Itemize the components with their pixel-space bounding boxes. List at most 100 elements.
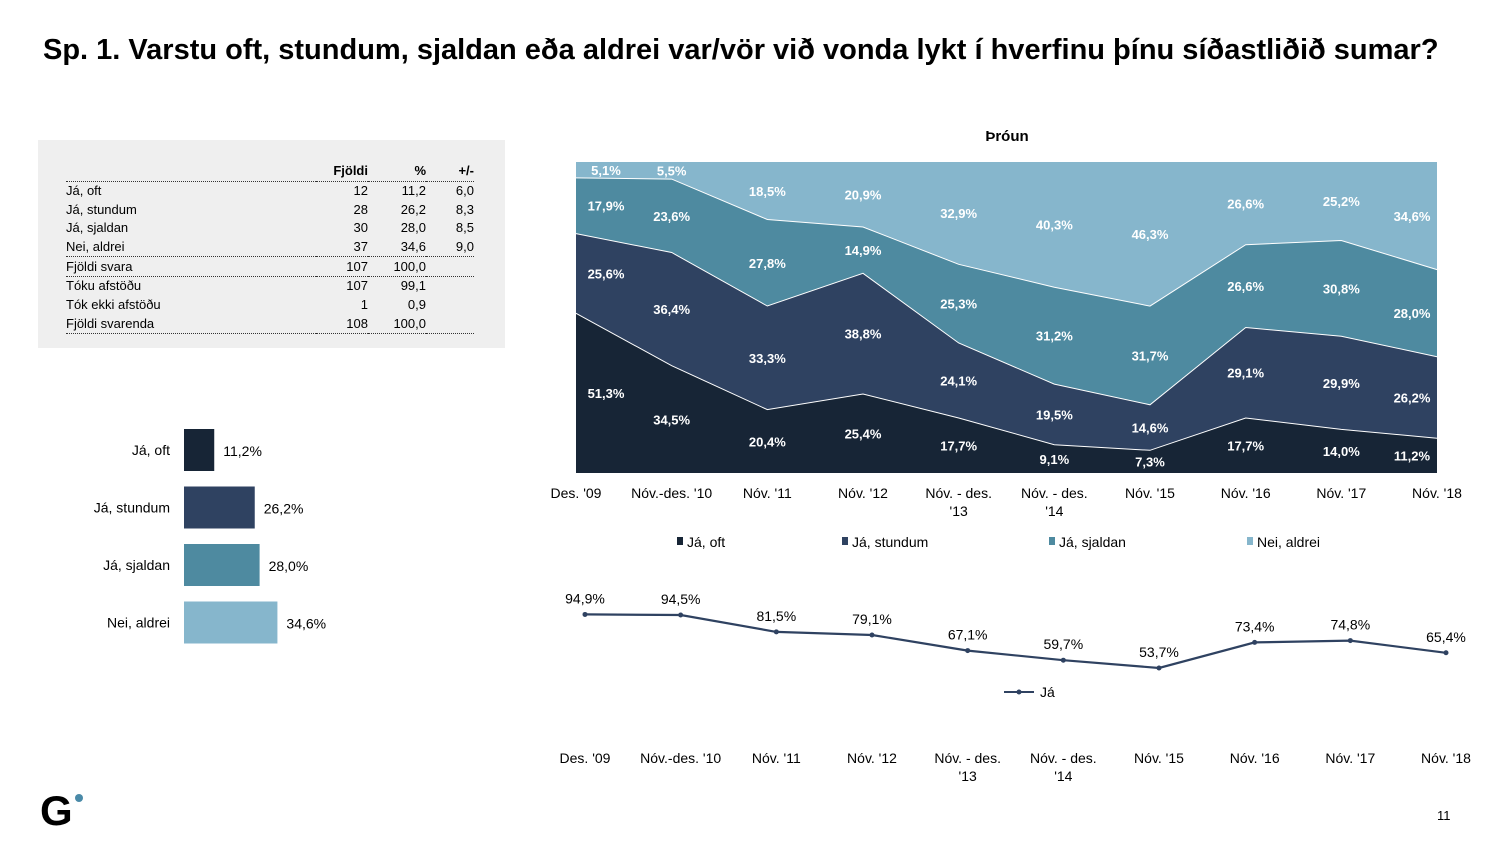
bar-category-label: Já, stundum: [94, 500, 170, 516]
line-x-tick-label: Nóv. - des. '14: [1030, 750, 1097, 784]
area-data-label: 14,0%: [1323, 444, 1360, 459]
area-data-label: 30,8%: [1323, 281, 1360, 296]
area-data-label: 14,6%: [1132, 421, 1169, 436]
legend-swatch: [1049, 537, 1055, 545]
area-data-label: 7,3%: [1135, 455, 1165, 470]
area-data-label: 25,4%: [845, 427, 882, 442]
table-cell: [426, 314, 474, 335]
line-legend-marker: [1016, 689, 1022, 695]
table-cell: 100,0: [368, 314, 426, 335]
table-cell: 108: [316, 314, 368, 335]
table-header-cell: %: [368, 162, 426, 182]
table-row: Tóku afstöðu 107 99,1: [66, 277, 474, 296]
area-x-tick-label: Nóv. '12: [838, 485, 888, 501]
table-cell: Nei, aldrei: [66, 237, 316, 258]
legend-label: Nei, aldrei: [1257, 534, 1320, 550]
bar-value-label: 11,2%: [223, 443, 262, 459]
line-x-tick-label: Nóv. - des. '13: [934, 750, 1001, 784]
bar-category-label: Já, sjaldan: [103, 557, 170, 573]
table-cell: Já, oft: [66, 183, 102, 199]
brand-logo-dot: [75, 794, 83, 802]
line-point: [1060, 657, 1066, 663]
area-x-tick-label: Nóv. '18: [1412, 485, 1462, 501]
line-x-tick-label: Nóv. '11: [752, 750, 801, 766]
table-cell: Tók ekki afstöðu: [66, 297, 161, 313]
area-data-label: 27,8%: [749, 256, 786, 271]
bar-value-label: 28,0%: [269, 558, 309, 574]
area-data-label: 28,0%: [1394, 306, 1431, 321]
area-data-label: 34,5%: [653, 412, 690, 427]
area-boundary-line: [575, 177, 1438, 307]
legend-label: Já, stundum: [852, 534, 928, 550]
table-cell: 107: [346, 278, 368, 294]
line-x-tick-label: Nóv. '18: [1421, 750, 1471, 766]
bar-value-label: 34,6%: [286, 616, 326, 632]
bar-1: [184, 486, 255, 529]
table-row: Já, stundum 28 26,2 8,3: [66, 200, 474, 219]
bar-category-label: Já, oft: [132, 442, 170, 458]
area-data-label: 20,4%: [749, 434, 786, 449]
line-data-label: 94,5%: [661, 591, 701, 607]
line-x-tick-label: Des. '09: [560, 750, 611, 766]
area-x-tick-label: Nóv. '16: [1221, 485, 1271, 501]
bar-value-label: 26,2%: [264, 501, 304, 517]
table-row: Já, sjaldan 30 28,0 8,5: [66, 219, 474, 238]
table-row: Fjöldi svara 107 100,0: [66, 256, 474, 278]
table-row: Nei, aldrei 37 34,6 9,0: [66, 237, 474, 258]
page-number: 11: [1437, 808, 1451, 823]
line-point: [1252, 639, 1258, 645]
area-data-label: 25,2%: [1323, 194, 1360, 209]
area-data-label: 24,1%: [940, 373, 977, 388]
area-data-label: 40,3%: [1036, 218, 1073, 233]
area-x-tick-label: Nóv. - des. '14: [1021, 485, 1088, 519]
legend-label: Já, oft: [687, 534, 725, 550]
table-cell: [426, 256, 474, 278]
table-header-cell: +/-: [426, 162, 474, 182]
line-point: [965, 648, 971, 654]
table-cell: 8,3: [455, 201, 474, 217]
area-x-tick-label: Nóv. '11: [743, 485, 792, 501]
table-cell: 0,9: [407, 297, 426, 313]
area-data-label: 29,9%: [1323, 376, 1360, 391]
area-data-label: 5,1%: [591, 163, 621, 178]
area-data-label: 26,2%: [1394, 390, 1431, 405]
area-data-label: 36,4%: [653, 302, 690, 317]
table-cell: 28,0: [400, 220, 426, 236]
area-series-0: [576, 313, 1437, 473]
area-data-label: 11,2%: [1394, 449, 1431, 464]
line-data-label: 59,7%: [1043, 636, 1083, 652]
table-cell: 99,1: [400, 278, 426, 294]
area-x-tick-label: Des. '09: [551, 485, 602, 501]
table-cell: 100,0: [368, 256, 426, 278]
line-data-label: 94,9%: [565, 590, 605, 606]
area-series-2: [576, 177, 1437, 405]
table-row: Fjöldi svarenda 108 100,0: [66, 314, 474, 335]
area-data-label: 20,9%: [845, 187, 882, 202]
bar-2: [184, 544, 260, 586]
line-data-label: 73,4%: [1235, 618, 1275, 634]
area-data-label: 18,5%: [749, 184, 786, 199]
summary-table-panel: Fjöldi % +/- Já, oft 12 11,2 6,0 Já, stundum…: [38, 140, 505, 348]
table-row: Já, oft 12 11,2 6,0: [66, 181, 474, 200]
area-series-3: [576, 162, 1437, 307]
area-data-label: 17,7%: [940, 438, 977, 453]
area-data-label: 51,3%: [588, 386, 625, 401]
legend-label: Já, sjaldan: [1059, 534, 1126, 550]
line-x-tick-label: Nóv. '16: [1230, 750, 1280, 766]
line-data-label: 74,8%: [1330, 617, 1370, 633]
area-data-label: 46,3%: [1132, 227, 1169, 242]
area-data-label: 19,5%: [1036, 407, 1073, 422]
line-point: [773, 629, 779, 635]
area-data-label: 38,8%: [845, 327, 882, 342]
line-x-tick-label: Nóv. '12: [847, 750, 897, 766]
table-header-cell: [66, 162, 316, 182]
area-x-tick-label: Nóv. - des. '13: [925, 485, 992, 519]
area-boundary-line: [575, 233, 1438, 406]
bar-0: [184, 429, 215, 471]
page-title: Sp. 1. Varstu oft, stundum, sjaldan eða …: [43, 34, 1439, 66]
legend-swatch: [677, 537, 683, 545]
area-data-label: 9,1%: [1040, 452, 1070, 467]
area-chart-title: Þróun: [985, 128, 1028, 145]
line-x-tick-label: Nóv.-des. '10: [640, 750, 721, 766]
